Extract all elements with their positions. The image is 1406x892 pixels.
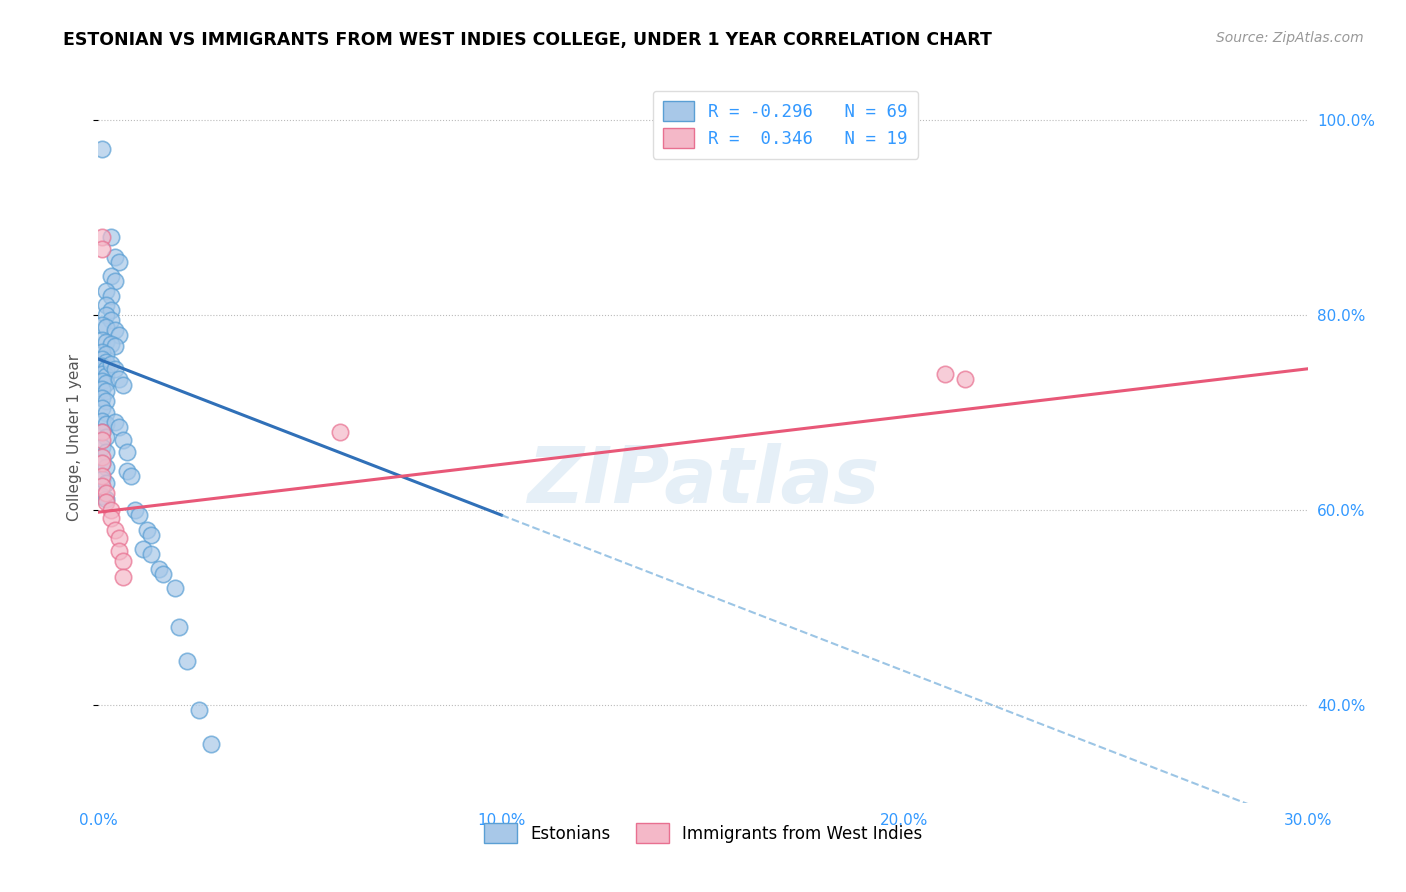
Point <box>91 433 114 447</box>
Point <box>120 469 142 483</box>
Point <box>91 391 114 405</box>
Point <box>91 469 114 483</box>
Point <box>139 547 162 561</box>
Point <box>91 318 114 332</box>
Point <box>111 554 134 568</box>
Point <box>115 444 138 458</box>
Point <box>96 334 118 349</box>
Point <box>96 491 118 506</box>
Point <box>100 313 122 327</box>
Text: ZIPatlas: ZIPatlas <box>527 443 879 519</box>
Point <box>96 298 118 312</box>
Point <box>96 284 118 298</box>
Point <box>96 475 118 490</box>
Point <box>91 375 114 389</box>
Point <box>103 250 125 264</box>
Point <box>107 531 129 545</box>
Point <box>176 654 198 668</box>
Point <box>91 425 114 440</box>
Point <box>96 444 118 458</box>
Point <box>188 703 211 717</box>
Point <box>139 527 162 541</box>
Point <box>103 323 125 337</box>
Point <box>96 417 118 432</box>
Point <box>96 319 118 334</box>
Point <box>135 523 157 537</box>
Point <box>200 737 222 751</box>
Point <box>96 355 118 369</box>
Point <box>107 544 129 558</box>
Point <box>934 367 956 381</box>
Point <box>91 489 114 503</box>
Point <box>100 269 122 284</box>
Point <box>96 430 118 444</box>
Point <box>91 359 114 373</box>
Point <box>107 254 129 268</box>
Point <box>91 242 114 256</box>
Point <box>96 376 118 391</box>
Point <box>91 142 114 156</box>
Point <box>132 542 155 557</box>
Point <box>111 569 134 583</box>
Point <box>96 347 118 361</box>
Point <box>91 230 114 244</box>
Point <box>107 327 129 342</box>
Point <box>91 457 114 471</box>
Y-axis label: College, Under 1 year: College, Under 1 year <box>66 353 82 521</box>
Point <box>91 472 114 486</box>
Point <box>91 457 114 471</box>
Point <box>96 308 118 322</box>
Point <box>100 288 122 302</box>
Point <box>115 464 138 478</box>
Point <box>953 371 976 385</box>
Point <box>103 416 125 430</box>
Point <box>96 485 118 500</box>
Point <box>96 406 118 420</box>
Point <box>91 345 114 359</box>
Point <box>111 433 134 447</box>
Point <box>96 460 118 475</box>
Point <box>103 361 125 376</box>
Point <box>100 230 122 244</box>
Point <box>100 357 122 371</box>
Point <box>91 333 114 347</box>
Point <box>100 303 122 318</box>
Point <box>107 371 129 385</box>
Text: ESTONIAN VS IMMIGRANTS FROM WEST INDIES COLLEGE, UNDER 1 YEAR CORRELATION CHART: ESTONIAN VS IMMIGRANTS FROM WEST INDIES … <box>63 31 993 49</box>
Point <box>91 440 114 454</box>
Point <box>124 503 146 517</box>
Legend: Estonians, Immigrants from West Indies: Estonians, Immigrants from West Indies <box>477 817 929 849</box>
Point <box>91 425 114 440</box>
Text: Source: ZipAtlas.com: Source: ZipAtlas.com <box>1216 31 1364 45</box>
Point <box>96 394 118 409</box>
Point <box>96 495 118 509</box>
Point <box>91 401 114 415</box>
Point <box>128 508 150 522</box>
Point <box>148 562 170 576</box>
Point <box>329 425 352 440</box>
Point <box>91 479 114 493</box>
Point <box>103 339 125 353</box>
Point <box>111 378 134 392</box>
Point <box>107 420 129 434</box>
Point <box>103 523 125 537</box>
Point <box>96 368 118 383</box>
Point <box>103 274 125 288</box>
Point <box>100 511 122 525</box>
Point <box>91 413 114 427</box>
Point <box>100 337 122 351</box>
Point <box>91 382 114 396</box>
Point <box>91 352 114 367</box>
Point <box>163 581 186 595</box>
Point <box>91 450 114 464</box>
Point <box>100 503 122 517</box>
Point <box>167 620 190 634</box>
Point <box>96 384 118 399</box>
Point <box>91 367 114 381</box>
Point <box>96 361 118 376</box>
Point <box>152 566 174 581</box>
